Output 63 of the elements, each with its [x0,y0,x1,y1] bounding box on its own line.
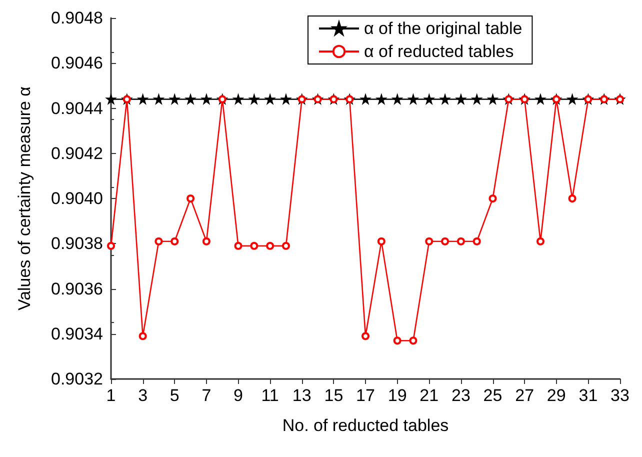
x-tick-label: 11 [261,386,279,405]
x-tick-label: 33 [610,386,630,405]
point [265,94,275,104]
point [281,94,291,104]
x-tick-label: 9 [234,386,243,405]
point [362,332,370,340]
y-tick-label: 0.9048 [51,8,103,28]
point [424,94,434,104]
point [170,237,179,246]
point [441,237,450,246]
x-tick-label: 27 [515,386,534,405]
point [234,242,242,250]
x-tick-label: 25 [483,386,502,405]
x-tick-label: 23 [451,386,470,405]
point [409,336,418,345]
point [377,237,386,246]
point [186,94,196,104]
point [170,94,180,104]
point [456,237,465,246]
point [138,332,147,340]
x-tick-label: 3 [138,386,148,405]
y-tick-label: 0.9034 [51,324,103,344]
y-axis-title: Values of certainty measure α [15,86,34,311]
point [360,94,370,104]
x-tick-label: 17 [356,386,375,405]
x-tick-label: 29 [546,386,566,405]
point [202,237,210,246]
point [393,336,402,345]
x-axis-title: No. of reducted tables [282,416,449,435]
point [536,94,546,104]
y-tick-label: 0.9040 [51,189,103,208]
x-tick-label: 19 [388,386,407,405]
y-tick-label: 0.9046 [51,54,103,73]
point [425,237,434,246]
point [202,94,212,104]
point [488,194,497,202]
y-tick-label: 0.9042 [51,144,103,163]
point [107,242,115,250]
point [250,242,258,250]
point [106,94,116,104]
point [376,94,386,104]
x-tick-label: 1 [106,386,116,405]
point [440,94,450,104]
y-tick-label: 0.9044 [51,98,103,118]
point [472,237,481,246]
point [154,237,163,246]
point [186,194,195,202]
x-tick-label: 15 [324,386,344,405]
point [266,242,274,250]
point [568,194,576,202]
y-tick-label: 0.9032 [51,370,103,388]
point [282,242,290,250]
x-tick-label: 5 [170,386,180,405]
legend-label: α of the original table [364,19,522,38]
x-tick-label: 7 [202,386,212,405]
point [456,94,466,104]
x-tick-label: 31 [578,386,598,405]
y-tick-label: 0.9036 [51,279,103,298]
x-tick-label: 13 [292,386,312,405]
legend-label: α of reducted tables [364,42,514,61]
x-tick-label: 21 [420,386,439,405]
y-tick-label: 0.9038 [51,234,103,254]
point [536,237,544,246]
